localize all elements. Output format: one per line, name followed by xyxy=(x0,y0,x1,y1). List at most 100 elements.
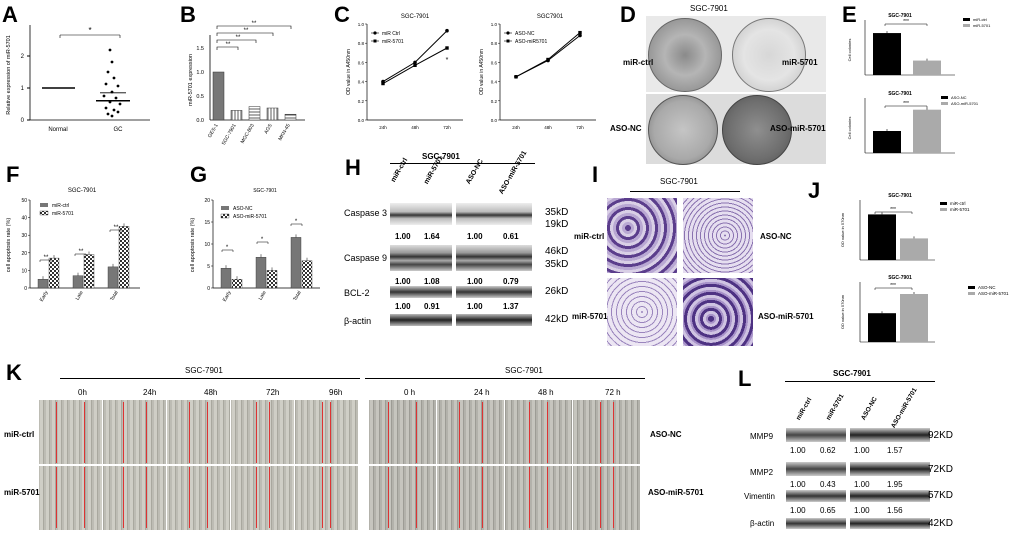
bar xyxy=(255,256,267,289)
bar xyxy=(107,266,119,289)
a-gc-point xyxy=(114,96,118,100)
l-val-1-2: 1.00 xyxy=(854,480,870,489)
j2-sig: *** xyxy=(890,283,896,289)
x-tick-label: Total xyxy=(109,290,119,302)
panel-a-chart: 0 1 2 Relative expression of miR-5701 * … xyxy=(6,25,150,133)
bar xyxy=(873,131,901,153)
y-tick-label: 0 xyxy=(207,286,210,292)
l-kd-3: 42KD xyxy=(928,518,954,529)
a-ytick-0: 0 xyxy=(21,118,25,124)
y-tick-label: 5 xyxy=(207,264,210,270)
y-tick-label: 0 xyxy=(24,286,27,292)
l-kd-0: 92KD xyxy=(928,430,954,441)
l-protein-2: Vimentin xyxy=(744,492,775,501)
bar xyxy=(868,214,896,260)
panel-e2-chart: SGC-7901 Cell colonies *** ASO-NC ASO-mi… xyxy=(847,91,979,154)
e2-title: SGC-7901 xyxy=(888,91,912,97)
i-title: SGC-7901 xyxy=(660,177,698,186)
e2-legend-1: ASO-miR-5701 xyxy=(951,101,979,106)
k-time-l-1: 24h xyxy=(143,388,157,397)
series-point xyxy=(514,75,518,79)
h-kd-1: 19kD xyxy=(545,219,569,230)
b-ylabel: miR-5701 expression xyxy=(188,54,194,106)
series-point xyxy=(413,63,417,67)
x-tick-label: Early xyxy=(222,290,233,303)
k-row-r-1: ASO-miR-5701 xyxy=(648,488,704,497)
f-xlabels: Early Late Total xyxy=(39,290,120,303)
panel-label-a: A xyxy=(2,2,18,27)
y-tick-label: 1.0 xyxy=(491,22,498,27)
l-blot-actin-right xyxy=(850,518,930,529)
c1-ylabel: OD value in A450nm xyxy=(346,49,352,95)
bar xyxy=(900,294,928,342)
i-label-aso-mir-5701: ASO-miR-5701 xyxy=(758,312,814,321)
x-tick-label: Late xyxy=(75,290,85,302)
y-tick-label: 50 xyxy=(21,198,27,204)
h-kd-5: 42kD xyxy=(545,314,569,325)
h-val-0-3: 0.61 xyxy=(503,232,519,241)
wound-edge-line xyxy=(145,402,147,463)
wound-edge-line xyxy=(145,467,147,528)
panel-label-i: I xyxy=(592,162,599,187)
series-point xyxy=(546,57,550,62)
l-kd-1: 72KD xyxy=(928,464,954,475)
bar xyxy=(868,313,896,342)
l-lane-1: miR-5701 xyxy=(825,392,846,422)
b-bar xyxy=(248,106,261,121)
k-row-l-1: miR-5701 xyxy=(4,488,40,497)
h-kd-0: 35kD xyxy=(545,207,569,218)
y-tick-label: 30 xyxy=(21,233,27,239)
y-tick-label: 20 xyxy=(21,251,27,257)
a-gc-point xyxy=(106,112,110,116)
a-ytick-2: 2 xyxy=(21,54,25,60)
d-plate-aso-nc xyxy=(648,95,718,165)
h-val-0-0: 1.00 xyxy=(395,232,411,241)
wound-edge-line xyxy=(322,467,323,528)
a-gc-point xyxy=(108,48,112,52)
c2-yticks: 0.0 0.2 0.4 0.6 0.8 1.0 xyxy=(491,22,500,123)
h-blot-actin-right xyxy=(456,314,532,326)
b-xlabels: GES-1 SGC-7901 MGC-803 AGS MKN-45 xyxy=(207,122,292,146)
k-title-left: SGC-7901 xyxy=(185,366,223,375)
h-blot-casp9-left xyxy=(390,245,452,271)
j2-legend-1: ASO-miR-5701 xyxy=(978,291,1009,296)
g-xlabels: Early Late Total xyxy=(222,290,303,303)
a-ytick-1: 1 xyxy=(21,86,25,92)
panel-label-b: B xyxy=(180,2,196,27)
l-val-0-3: 1.57 xyxy=(887,446,903,455)
d-label-mir-ctrl: miR-ctrl xyxy=(623,58,654,67)
h-val-1-1: 1.08 xyxy=(424,277,440,286)
wound-edge-line xyxy=(612,402,614,463)
wound-edge-line xyxy=(612,467,614,528)
d-plate-aso-mir-5701 xyxy=(722,95,792,165)
k-time-l-0: 0h xyxy=(78,388,87,397)
c1-yticks: 0.0 0.2 0.4 0.6 0.8 1.0 xyxy=(358,22,367,123)
x-tick-label: Total xyxy=(292,290,302,302)
i-label-mir-ctrl: miR-ctrl xyxy=(574,232,605,241)
b-xtick: SGC-7901 xyxy=(221,123,238,147)
series-point xyxy=(381,81,385,86)
wound-edge-line xyxy=(189,402,190,463)
panel-label-j: J xyxy=(808,178,821,203)
panel-label-e: E xyxy=(842,2,857,27)
g-title: SGC-7901 xyxy=(253,188,277,194)
d-label-aso-nc: ASO-NC xyxy=(610,124,642,133)
panel-c1-chart: SGC-7901 0.0 0.2 0.4 0.6 0.8 1.0 OD value in … xyxy=(346,14,463,130)
c2-xlabels: 24h 48h 72h xyxy=(512,125,584,130)
b-ytick-0: 0.0 xyxy=(196,118,204,124)
y-tick-label: 0.4 xyxy=(491,80,498,85)
y-tick-label: 0.6 xyxy=(491,60,498,65)
a-gc-points xyxy=(96,48,130,118)
a-gc-point xyxy=(110,60,114,64)
series-point xyxy=(578,30,582,35)
wound-edge-line xyxy=(56,402,57,463)
c2-legend-0: ASO-NC xyxy=(515,31,535,37)
h-val-1-3: 0.79 xyxy=(503,277,519,286)
d-plate-mir-ctrl xyxy=(648,18,722,92)
j1-legend-0: miR-ctrl xyxy=(950,201,966,206)
k-wound-images-left xyxy=(38,400,358,530)
b-xtick: MKN-45 xyxy=(277,123,291,142)
bar xyxy=(266,270,278,289)
k-time-r-1: 24 h xyxy=(474,388,490,397)
panel-label-d: D xyxy=(620,2,636,27)
